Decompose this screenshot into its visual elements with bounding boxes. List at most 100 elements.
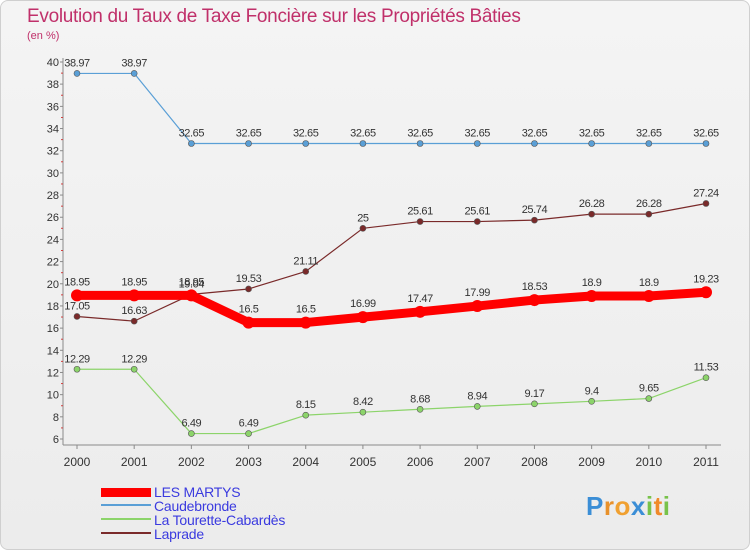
data-label-les-martys: 18.9 — [639, 277, 659, 289]
y-tick-label: 34 — [47, 124, 59, 136]
legend-swatch-laprade — [101, 532, 151, 534]
data-point-les-martys — [700, 286, 712, 299]
legend-swatch-la-tourette-cabardes — [101, 518, 151, 520]
data-label-les-martys: 17.99 — [465, 287, 491, 299]
y-tick-label: 8 — [53, 412, 59, 424]
data-label-la-tourette-cabardes: 8.94 — [467, 390, 487, 402]
x-tick-label: 2009 — [578, 455, 605, 469]
y-tick-label: 30 — [47, 168, 59, 180]
legend-swatch-caudebronde — [101, 504, 151, 506]
data-point-la-tourette-cabardes — [645, 395, 653, 402]
data-label-les-martys: 16.5 — [239, 304, 259, 316]
data-label-la-tourette-cabardes: 8.42 — [353, 396, 373, 408]
data-label-la-tourette-cabardes: 9.4 — [585, 385, 599, 397]
data-point-laprade — [645, 210, 653, 218]
data-point-laprade — [416, 218, 424, 225]
data-label-caudebronde: 32.65 — [522, 127, 548, 139]
data-point-la-tourette-cabardes — [531, 400, 538, 408]
chart-subtitle: (en %) — [27, 30, 60, 42]
legend-item-caudebronde: Caudebronde — [101, 498, 361, 514]
data-point-les-martys — [185, 289, 198, 302]
data-point-caudebronde — [359, 140, 367, 147]
logo-letter: t — [653, 491, 663, 521]
y-tick-label: 10 — [47, 390, 59, 402]
data-point-la-tourette-cabardes — [359, 408, 367, 416]
data-point-laprade — [245, 285, 252, 293]
data-label-laprade: 25.61 — [407, 206, 433, 218]
data-point-les-martys — [299, 316, 312, 329]
legend-label-caudebronde: Caudebronde — [154, 498, 237, 514]
chart-legend: LES MARTYS Caudebronde La Tourette-Cabar… — [101, 484, 361, 542]
data-point-les-martys — [128, 289, 141, 302]
data-label-la-tourette-cabardes: 12.29 — [121, 353, 147, 365]
data-point-laprade — [588, 210, 595, 218]
data-point-caudebronde — [473, 140, 481, 147]
data-label-laprade: 26.28 — [636, 198, 662, 210]
logo-letter: x — [630, 491, 646, 521]
data-label-la-tourette-cabardes: 12.29 — [64, 353, 90, 365]
x-tick-label: 2002 — [178, 455, 205, 469]
data-point-caudebronde — [645, 140, 653, 147]
y-tick-label: 40 — [47, 57, 59, 69]
data-point-la-tourette-cabardes — [188, 430, 195, 437]
data-point-les-martys — [356, 311, 369, 324]
data-label-les-martys: 18.95 — [179, 276, 205, 288]
data-label-les-martys: 16.5 — [296, 304, 316, 316]
data-point-la-tourette-cabardes — [245, 430, 252, 437]
x-tick-label: 2004 — [292, 455, 319, 469]
y-tick-label: 14 — [47, 345, 59, 357]
logo-letter: P — [586, 491, 604, 521]
data-label-la-tourette-cabardes: 9.65 — [639, 383, 659, 395]
data-label-caudebronde: 32.65 — [293, 127, 319, 139]
data-point-laprade — [359, 225, 367, 232]
x-tick-label: 2007 — [464, 455, 491, 469]
logo-letter: i — [645, 491, 654, 521]
proxiti-logo: Proxiti — [586, 491, 670, 522]
chart-title: Evolution du Taux de Taxe Foncière sur l… — [27, 6, 521, 27]
x-tick-label: 2011 — [693, 455, 719, 469]
data-point-caudebronde — [302, 140, 310, 147]
data-label-la-tourette-cabardes: 6.49 — [181, 418, 201, 430]
data-point-laprade — [130, 317, 138, 325]
data-point-les-martys — [71, 289, 83, 302]
y-tick-label: 6 — [53, 434, 59, 446]
logo-letter: o — [614, 491, 631, 521]
data-label-la-tourette-cabardes: 8.15 — [296, 399, 316, 411]
y-tick-label: 36 — [47, 101, 59, 113]
legend-item-la-tourette-cabardes: La Tourette-Cabardès — [101, 512, 361, 528]
data-label-laprade: 25.61 — [465, 206, 491, 218]
y-tick-label: 18 — [47, 301, 59, 313]
data-label-laprade: 17.05 — [64, 300, 90, 312]
data-label-laprade: 19.53 — [236, 273, 262, 285]
data-label-laprade: 19.04 — [179, 278, 205, 290]
data-label-laprade: 25 — [357, 212, 369, 224]
data-label-laprade: 16.63 — [121, 305, 147, 317]
data-label-caudebronde: 32.65 — [179, 127, 205, 139]
data-label-les-martys: 18.95 — [64, 276, 90, 288]
data-label-les-martys: 18.95 — [121, 276, 147, 288]
data-point-les-martys — [642, 289, 655, 302]
data-point-les-martys — [242, 316, 255, 329]
x-tick-label: 2000 — [64, 455, 91, 469]
x-tick-label: 2001 — [121, 455, 148, 469]
y-tick-label: 22 — [47, 257, 59, 269]
y-tick-label: 26 — [47, 212, 59, 224]
series-line-la-tourette-cabardes — [76, 368, 707, 435]
y-tick-label: 16 — [47, 323, 59, 335]
series-line-caudebronde — [76, 72, 707, 145]
data-point-caudebronde — [245, 140, 252, 147]
logo-letter: r — [603, 491, 615, 521]
data-point-caudebronde — [130, 70, 138, 77]
x-tick-label: 2005 — [350, 455, 377, 469]
data-point-laprade — [531, 216, 538, 224]
data-point-les-martys — [414, 305, 427, 318]
data-label-laprade: 26.28 — [579, 198, 605, 210]
legend-label-laprade: Laprade — [154, 526, 204, 542]
x-tick-label: 2008 — [521, 455, 548, 469]
data-point-la-tourette-cabardes — [130, 365, 138, 373]
data-point-caudebronde — [416, 140, 424, 147]
data-label-laprade: 21.11 — [293, 255, 318, 267]
legend-item-laprade: Laprade — [101, 526, 361, 542]
